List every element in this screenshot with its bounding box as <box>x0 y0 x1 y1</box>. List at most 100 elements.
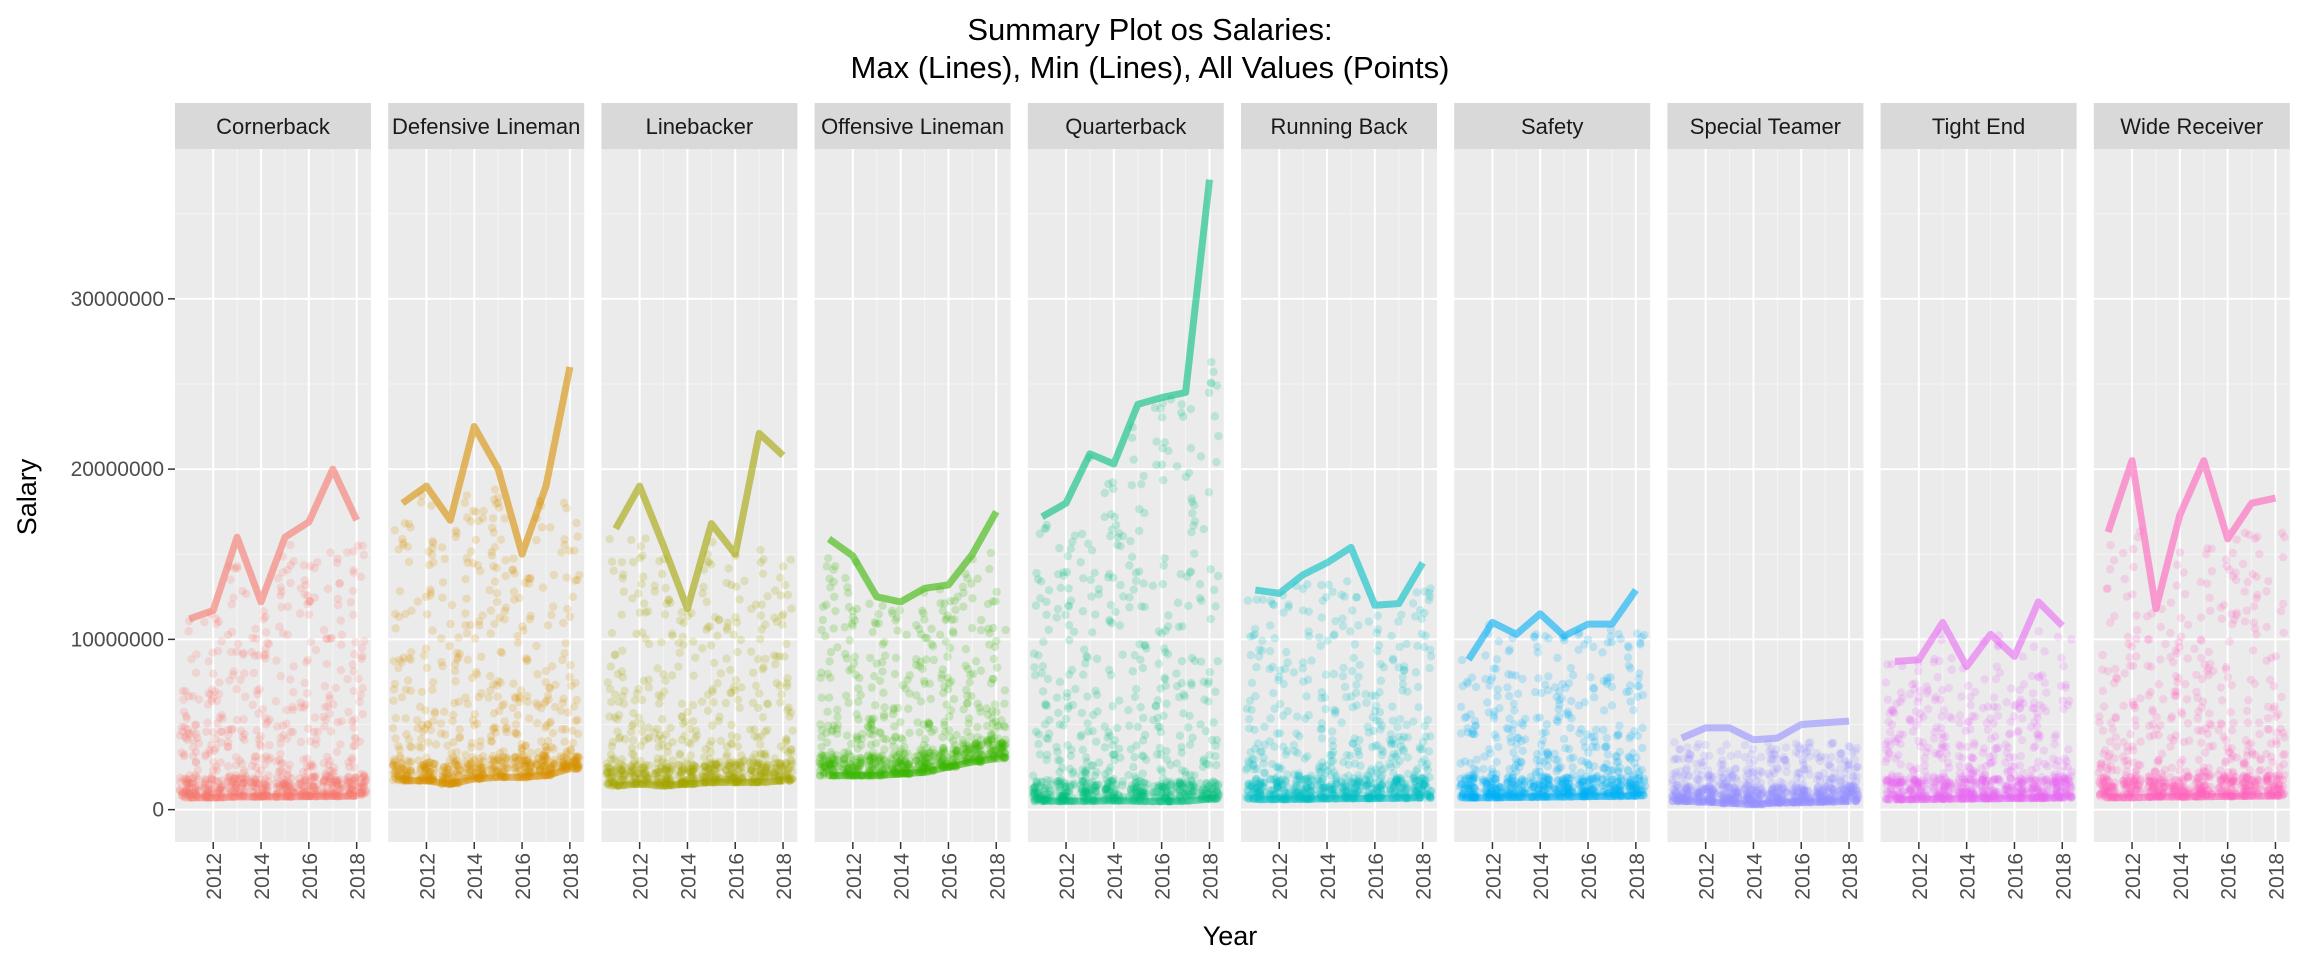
data-point <box>493 589 501 597</box>
data-point <box>770 651 778 659</box>
data-point <box>771 660 779 668</box>
data-point <box>701 761 709 769</box>
x-tick-label: 2014 <box>1104 853 1127 900</box>
data-point <box>1139 736 1147 744</box>
data-point <box>604 763 612 771</box>
data-point <box>717 669 725 677</box>
data-point <box>1279 680 1287 688</box>
x-tick-label: 2016 <box>725 853 748 900</box>
data-point <box>712 771 720 779</box>
data-point <box>1338 718 1346 726</box>
data-point <box>343 675 351 683</box>
data-point <box>262 720 270 728</box>
data-point <box>206 691 214 699</box>
data-point <box>261 654 269 662</box>
data-point <box>1045 586 1053 594</box>
data-point <box>1124 706 1132 714</box>
data-point <box>1206 668 1214 676</box>
data-point <box>571 679 579 687</box>
data-point <box>844 589 852 597</box>
data-point <box>1372 766 1380 774</box>
data-point <box>849 607 857 615</box>
data-point <box>750 732 758 740</box>
data-point <box>1321 705 1329 713</box>
data-point <box>1427 787 1435 795</box>
data-point <box>532 536 540 544</box>
data-point <box>1196 594 1204 602</box>
data-point <box>262 628 270 636</box>
data-point <box>518 740 526 748</box>
data-point <box>1161 675 1169 683</box>
data-point <box>277 672 285 680</box>
data-point <box>989 675 997 683</box>
data-point <box>1188 654 1196 662</box>
data-point <box>1322 671 1330 679</box>
data-point <box>307 638 315 646</box>
data-point <box>763 726 771 734</box>
data-point <box>1116 621 1124 629</box>
data-point <box>652 769 660 777</box>
data-point <box>441 555 449 563</box>
data-point <box>968 594 976 602</box>
data-point <box>1389 717 1397 725</box>
data-point <box>1176 732 1184 740</box>
data-point <box>1132 685 1140 693</box>
data-point <box>1266 737 1274 745</box>
data-point <box>1089 761 1097 769</box>
data-point <box>655 557 663 565</box>
data-point <box>634 589 642 597</box>
data-point <box>1246 748 1254 756</box>
data-point <box>912 621 920 629</box>
data-point <box>1162 747 1170 755</box>
data-point <box>451 667 459 675</box>
data-point <box>619 692 627 700</box>
data-point <box>1338 614 1346 622</box>
x-tick-label: 2012 <box>203 853 226 900</box>
data-point <box>777 690 785 698</box>
data-point <box>1339 622 1347 630</box>
data-point <box>484 693 492 701</box>
data-point <box>332 684 340 692</box>
data-point <box>1279 712 1287 720</box>
data-point <box>665 774 673 782</box>
data-point <box>1115 745 1123 753</box>
data-point <box>428 686 436 694</box>
data-point <box>1388 702 1396 710</box>
data-point <box>1095 585 1103 593</box>
data-point <box>1057 584 1065 592</box>
data-point <box>1318 613 1326 621</box>
data-point <box>202 750 210 758</box>
data-point <box>843 731 851 739</box>
data-point <box>640 736 648 744</box>
data-point <box>308 773 316 781</box>
data-point <box>783 674 791 682</box>
data-point <box>1270 786 1278 794</box>
data-point <box>781 581 789 589</box>
data-point <box>1032 601 1040 609</box>
data-point <box>350 667 358 675</box>
data-point <box>1245 715 1253 723</box>
data-point <box>1178 400 1186 408</box>
data-point <box>1186 568 1194 576</box>
data-point <box>557 707 565 715</box>
data-point <box>782 640 790 648</box>
data-point <box>1329 757 1337 765</box>
data-point <box>940 749 948 757</box>
data-point <box>1140 509 1148 517</box>
data-point <box>1107 671 1115 679</box>
data-point <box>440 707 448 715</box>
data-point <box>1418 758 1426 766</box>
data-point <box>644 607 652 615</box>
data-point <box>984 625 992 633</box>
data-point <box>951 606 959 614</box>
data-point <box>867 720 875 728</box>
data-point <box>1349 654 1357 662</box>
data-point <box>1152 461 1160 469</box>
data-point <box>678 712 686 720</box>
data-point <box>921 679 929 687</box>
data-point <box>227 725 235 733</box>
data-point <box>1135 527 1143 535</box>
data-point <box>987 549 995 557</box>
data-point <box>787 746 795 754</box>
